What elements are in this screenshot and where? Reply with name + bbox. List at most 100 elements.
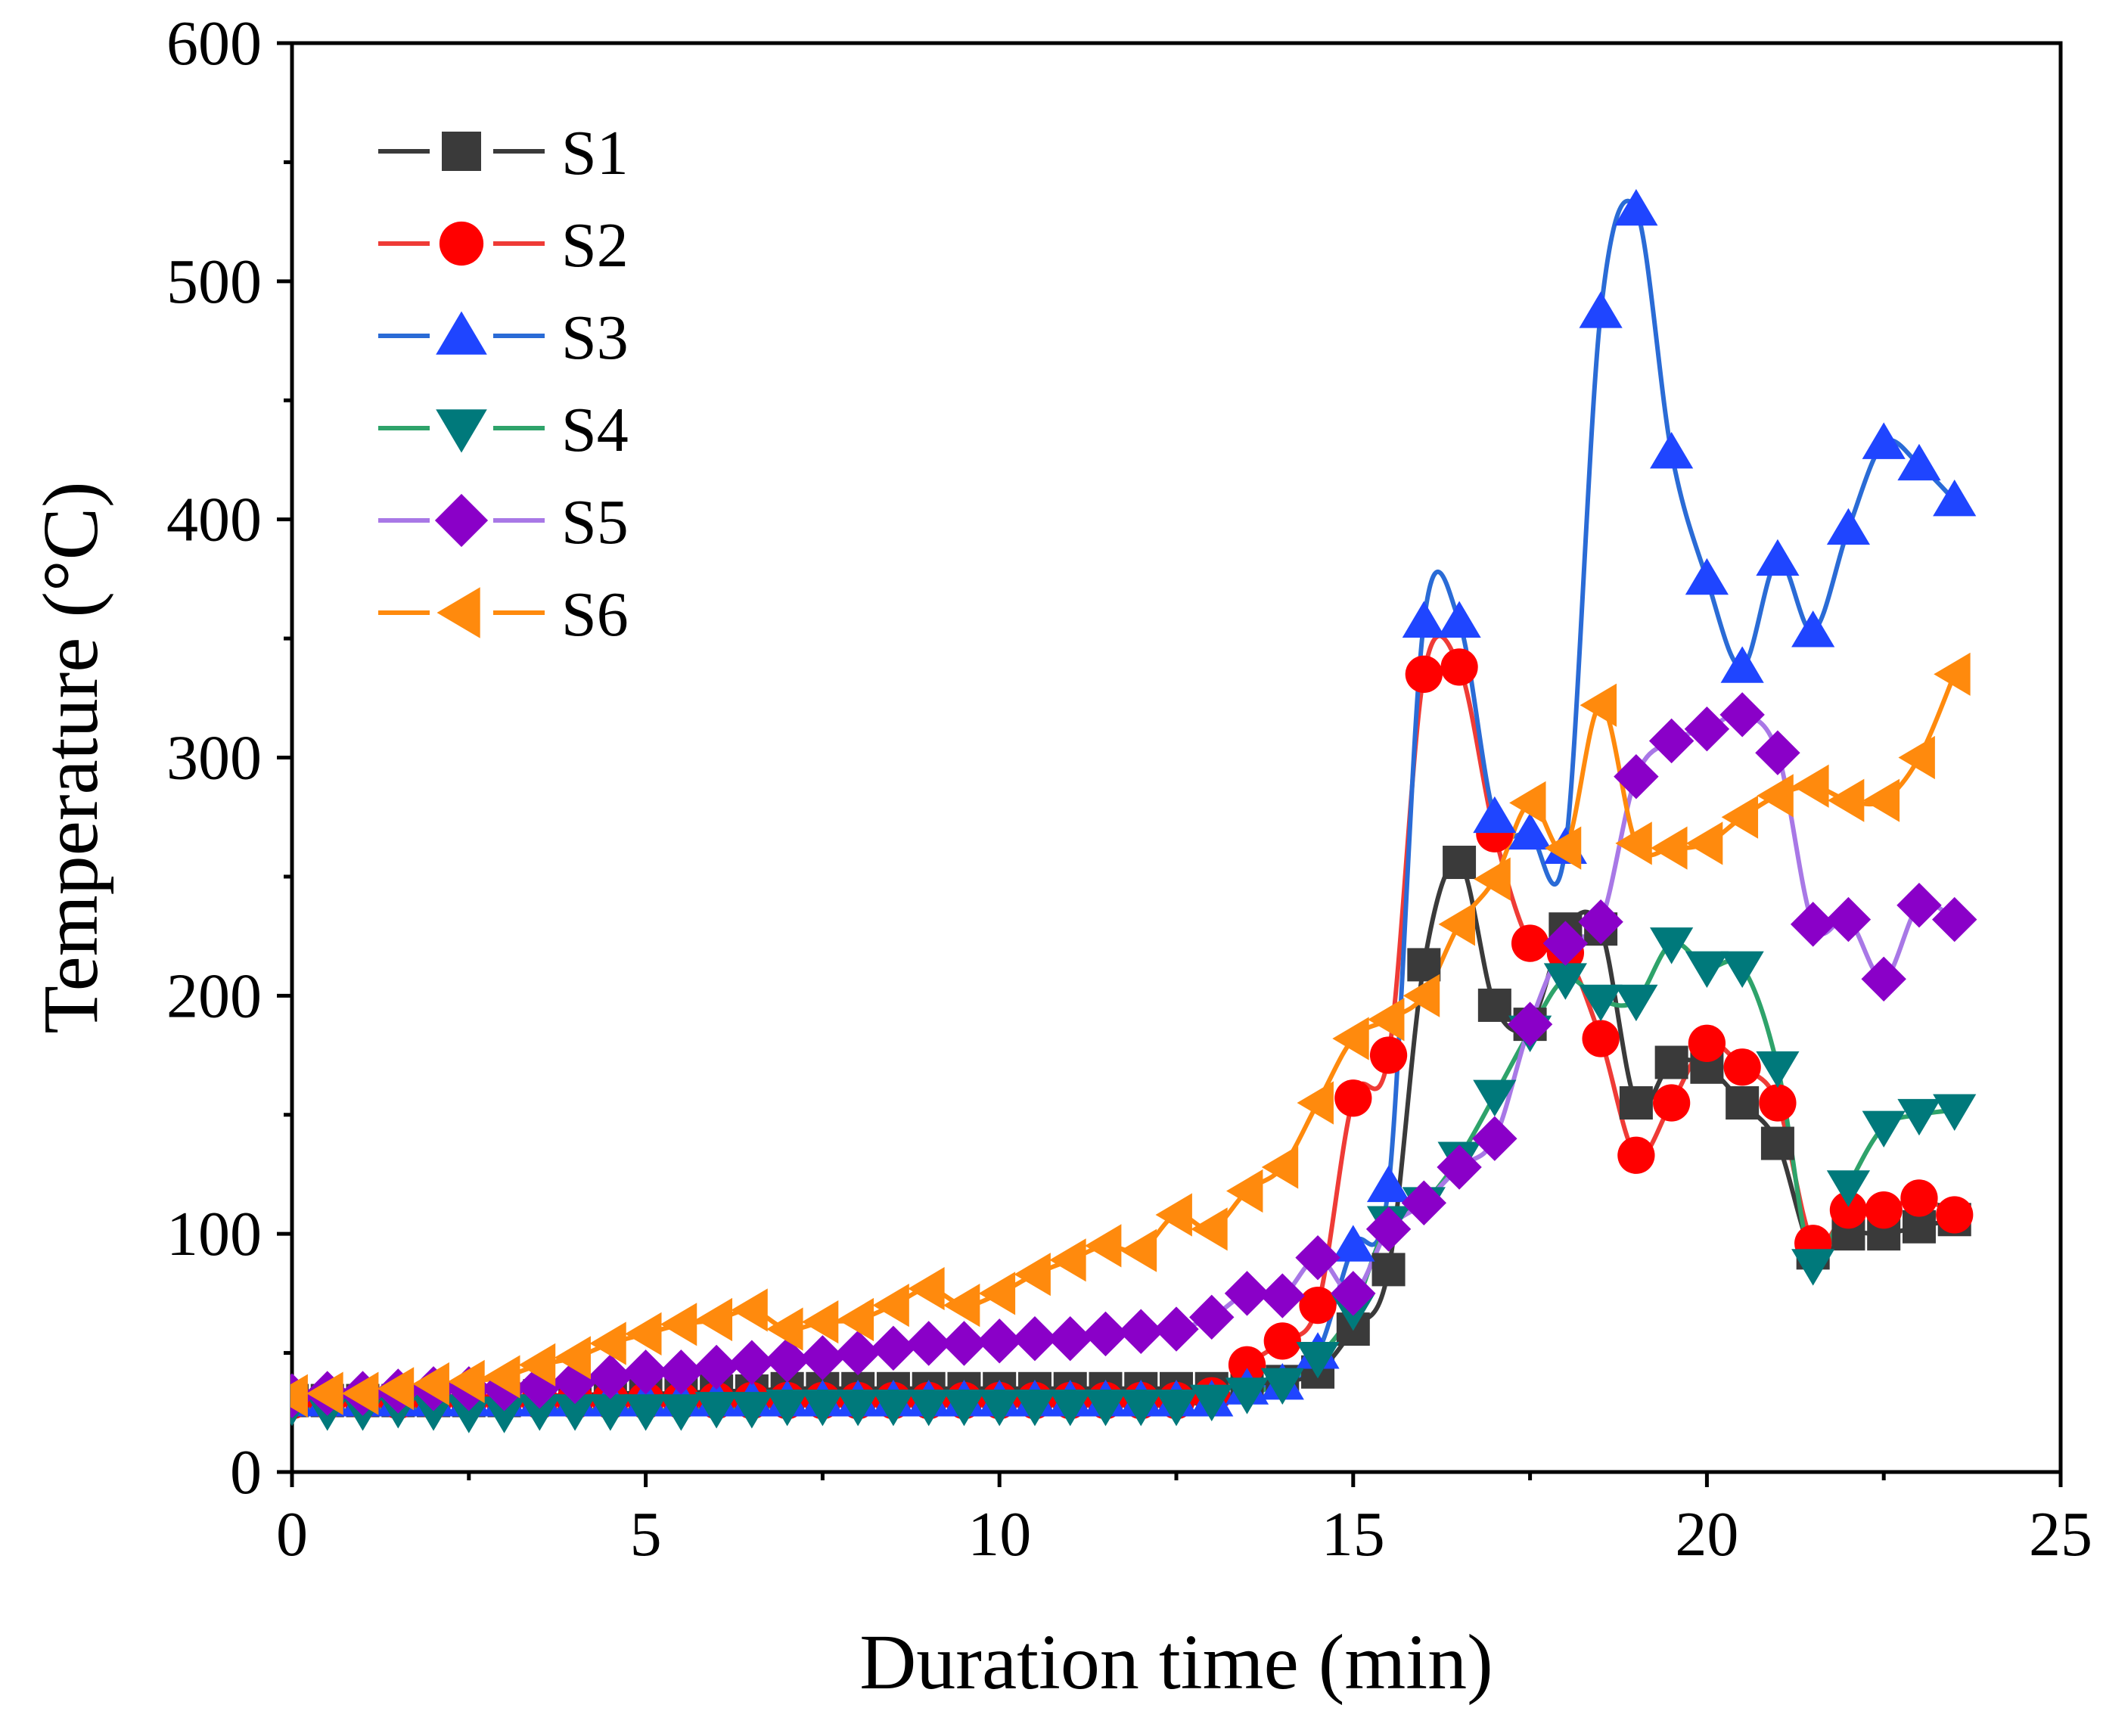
data-point-s6 xyxy=(412,1362,449,1406)
series-markers-s4 xyxy=(290,927,1977,1433)
data-point-s4 xyxy=(659,1394,703,1431)
data-point-s1 xyxy=(1760,1126,1794,1160)
data-point-s6 xyxy=(1368,998,1405,1042)
data-point-s6 xyxy=(1014,1253,1051,1297)
series-line-s2 xyxy=(291,633,1956,1403)
data-point-s4 xyxy=(1826,1170,1871,1207)
data-point-s4 xyxy=(1685,951,1729,989)
data-point-s2 xyxy=(1511,924,1549,962)
data-point-s5 xyxy=(906,1321,952,1366)
data-point-s2 xyxy=(1405,655,1443,693)
data-point-s6 xyxy=(1898,735,1935,780)
data-point-s6 xyxy=(1685,821,1723,865)
data-point-s4 xyxy=(1260,1368,1304,1405)
data-point-s6 xyxy=(908,1266,945,1311)
data-point-s5 xyxy=(1542,921,1589,966)
data-point-s2 xyxy=(1688,1024,1726,1062)
data-point-s3 xyxy=(1331,1225,1375,1262)
data-point-s4 xyxy=(1614,984,1658,1022)
data-point-s3 xyxy=(1826,508,1871,545)
data-point-s6 xyxy=(1438,902,1475,946)
data-point-s5 xyxy=(871,1325,916,1371)
data-point-s5 xyxy=(1507,1002,1553,1047)
data-point-s6 xyxy=(1049,1238,1086,1282)
data-point-s3 xyxy=(1473,796,1517,834)
data-point-s3 xyxy=(1508,812,1552,850)
data-point-s4 xyxy=(1225,1377,1269,1415)
data-point-s5 xyxy=(764,1337,810,1383)
data-point-s2 xyxy=(1228,1346,1266,1384)
legend-marker xyxy=(436,587,480,638)
data-point-s6 xyxy=(554,1336,591,1380)
data-point-s4 xyxy=(624,1394,668,1431)
series-markers-s5 xyxy=(290,692,1977,1418)
data-point-s1 xyxy=(1654,1045,1688,1079)
data-point-s5 xyxy=(1260,1273,1305,1318)
series-line-s4 xyxy=(291,940,1955,1415)
data-point-s6 xyxy=(1615,821,1652,865)
data-point-s2 xyxy=(1900,1179,1938,1217)
data-point-s4 xyxy=(1048,1389,1092,1427)
y-tick-label: 500 xyxy=(166,247,262,317)
y-tick-label: 0 xyxy=(230,1437,262,1508)
data-point-s2 xyxy=(1334,1079,1372,1117)
data-point-s4 xyxy=(589,1394,632,1431)
data-point-s4 xyxy=(482,1396,527,1433)
data-point-s4 xyxy=(1473,1079,1517,1117)
data-point-s5 xyxy=(1083,1311,1129,1357)
data-point-s6 xyxy=(1191,1207,1228,1251)
data-point-s6 xyxy=(589,1321,626,1365)
data-point-s5 xyxy=(1295,1234,1340,1281)
data-point-s4 xyxy=(1720,951,1764,989)
y-tick-label: 400 xyxy=(166,485,262,555)
data-point-s6 xyxy=(766,1307,803,1351)
data-point-s5 xyxy=(1189,1294,1235,1340)
data-point-s6 xyxy=(1155,1193,1192,1237)
data-point-s4 xyxy=(1083,1389,1128,1427)
data-point-s3 xyxy=(1862,422,1906,459)
data-point-s1 xyxy=(1726,1086,1760,1120)
data-point-s6 xyxy=(1297,1081,1334,1125)
legend-item-s4: S4 xyxy=(378,395,629,465)
data-point-s6 xyxy=(290,1374,308,1418)
data-point-s1 xyxy=(1443,846,1477,880)
y-tick-label: 200 xyxy=(166,961,262,1031)
data-point-s4 xyxy=(1756,1051,1800,1088)
legend-marker xyxy=(442,132,481,171)
x-axis-title: Duration time (min) xyxy=(859,1619,1493,1706)
data-point-s4 xyxy=(942,1389,986,1427)
data-point-s6 xyxy=(483,1355,520,1399)
legend-marker xyxy=(434,493,489,548)
data-point-s4 xyxy=(1897,1098,1941,1136)
data-point-s5 xyxy=(977,1318,1022,1364)
data-point-s6 xyxy=(1827,778,1865,822)
data-point-s3 xyxy=(1791,610,1835,648)
legend-label: S2 xyxy=(561,210,629,281)
data-point-s4 xyxy=(412,1394,455,1431)
legend-label: S6 xyxy=(561,579,629,650)
legend-label: S3 xyxy=(561,303,629,373)
data-point-s1 xyxy=(1407,948,1441,982)
data-point-s6 xyxy=(306,1371,343,1415)
data-point-s5 xyxy=(835,1330,881,1376)
data-point-s4 xyxy=(1296,1341,1340,1379)
legend-label: S4 xyxy=(561,395,629,465)
data-point-s5 xyxy=(1861,956,1906,1002)
data-point-s6 xyxy=(872,1284,909,1328)
x-tick-label: 20 xyxy=(1675,1499,1738,1570)
data-point-s5 xyxy=(1437,1144,1482,1190)
data-point-s6 xyxy=(801,1300,839,1344)
data-point-s3 xyxy=(1720,646,1764,683)
x-tick-label: 10 xyxy=(968,1499,1031,1570)
data-point-s5 xyxy=(694,1344,739,1390)
data-point-s6 xyxy=(731,1288,768,1332)
legend-item-s2: S2 xyxy=(378,210,629,281)
data-point-s5 xyxy=(1684,707,1730,752)
data-point-s4 xyxy=(1791,1249,1835,1286)
data-point-s6 xyxy=(1509,781,1546,825)
data-point-s6 xyxy=(1651,826,1688,870)
data-point-s3 xyxy=(1897,443,1941,481)
legend-marker xyxy=(439,221,484,266)
data-point-s5 xyxy=(623,1349,669,1395)
data-point-s6 xyxy=(1332,1017,1369,1061)
